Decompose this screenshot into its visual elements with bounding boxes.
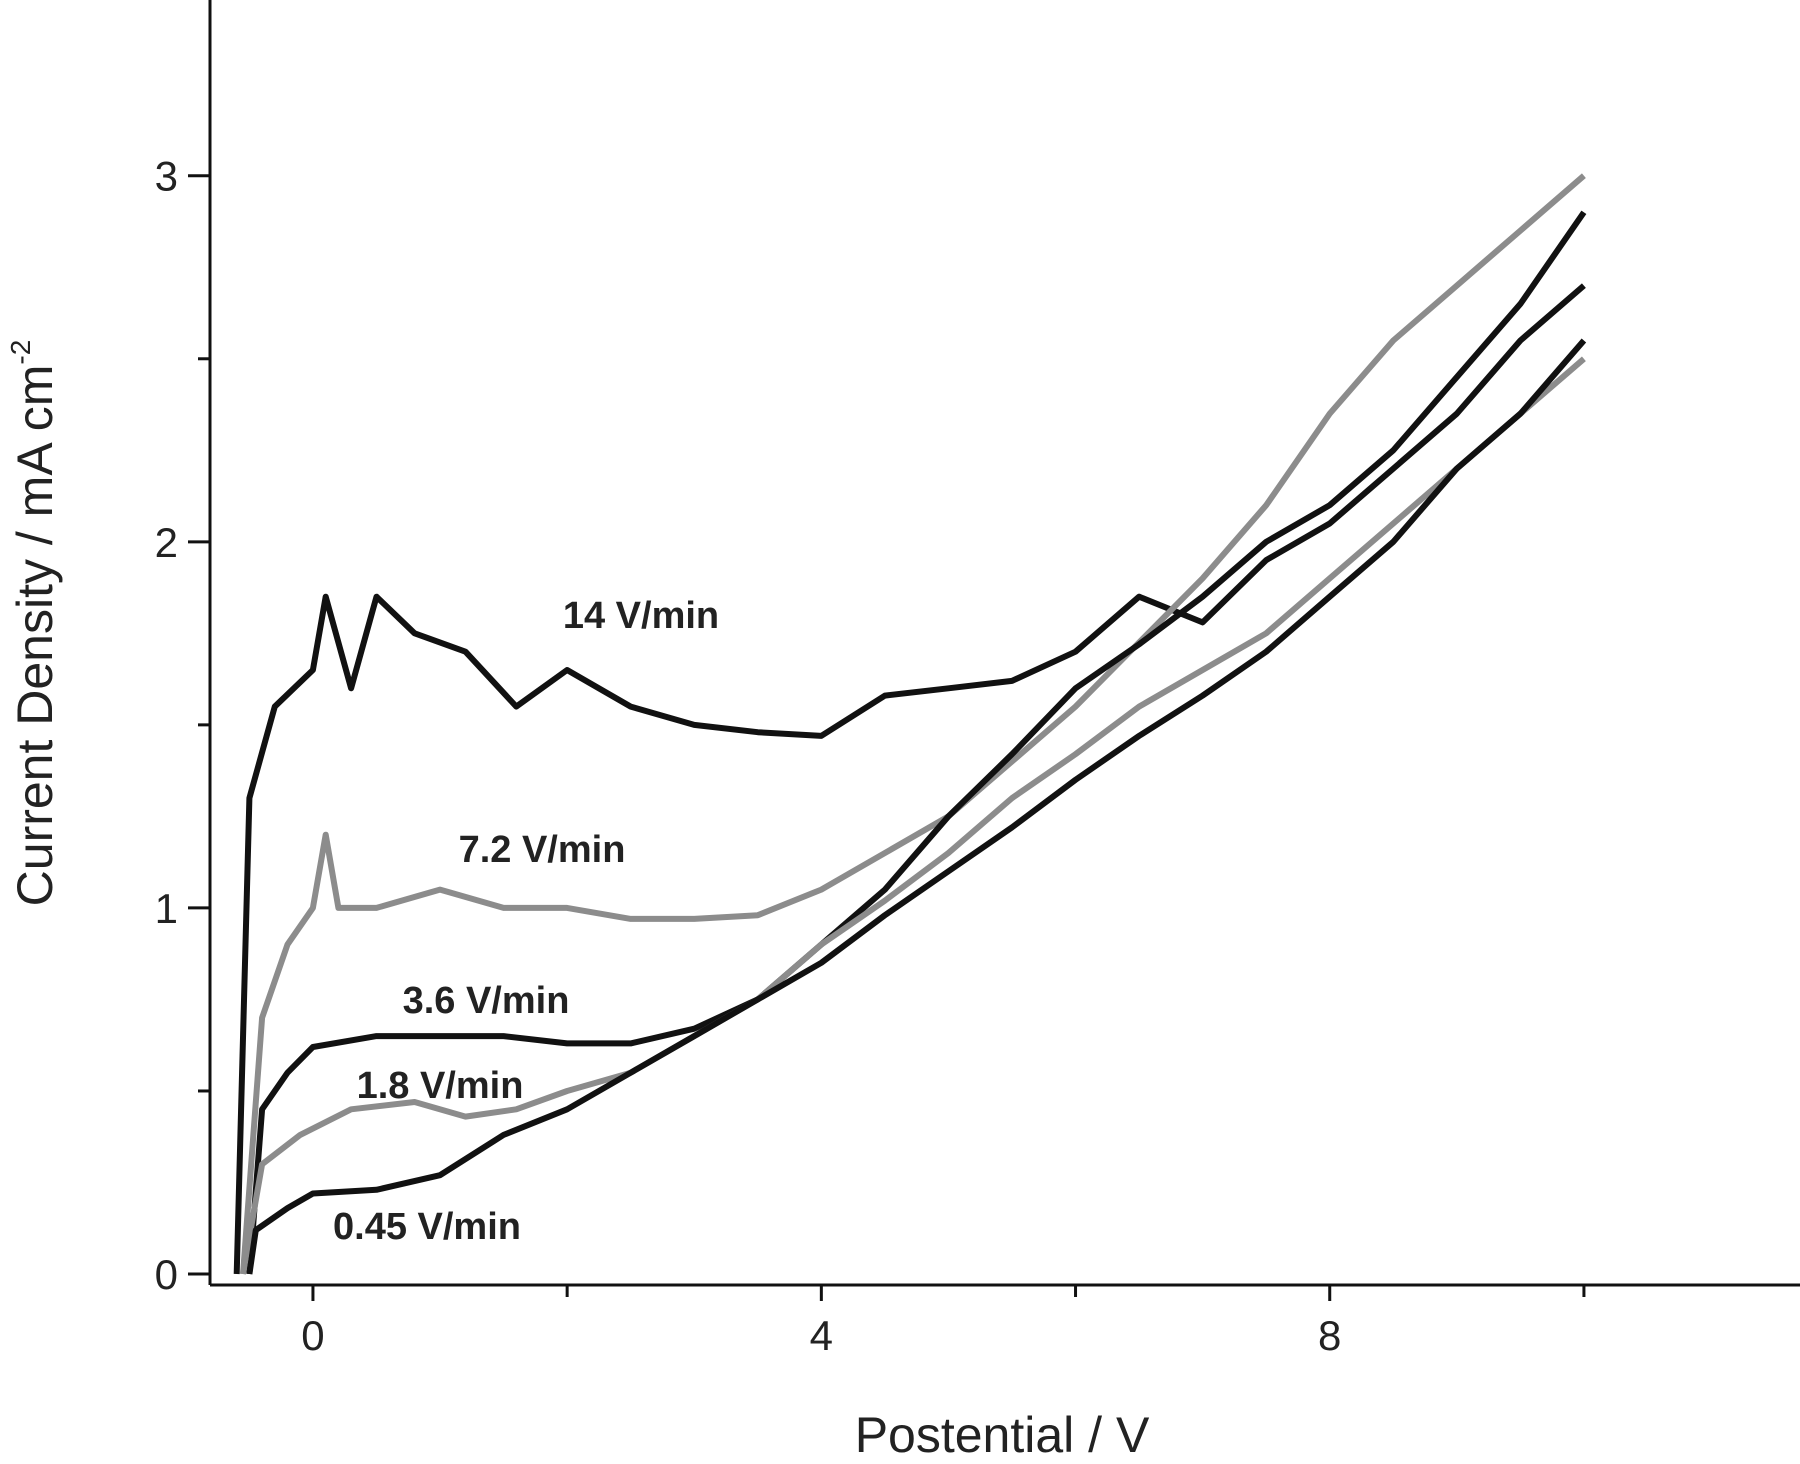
series-line <box>246 338 1587 1275</box>
y-axis-label-text: Current Density / mA cm <box>7 365 63 907</box>
series-label: 3.6 V/min <box>403 980 570 1022</box>
x-tick-label: 8 <box>1318 1312 1341 1359</box>
y-tick-label: 0 <box>155 1251 178 1298</box>
series-label: 7.2 V/min <box>459 829 626 871</box>
y-tick-label: 1 <box>155 885 178 932</box>
x-axis-label: Postential / V <box>855 1407 1150 1463</box>
series-label: 1.8 V/min <box>357 1065 524 1107</box>
series-label: 0.45 V/min <box>333 1206 521 1248</box>
series-line <box>240 356 1586 1275</box>
y-tick-label: 3 <box>155 153 178 200</box>
series-line <box>246 210 1587 1275</box>
x-tick-label: 4 <box>810 1312 833 1359</box>
series-line <box>233 283 1586 1275</box>
y-axis-label: Current Density / mA cm-2 <box>5 340 63 907</box>
series-line <box>240 173 1586 1275</box>
y-axis-label-superscript: -2 <box>5 340 36 365</box>
y-tick-label: 2 <box>155 519 178 566</box>
x-tick-label: 0 <box>301 1312 324 1359</box>
series-label: 14 V/min <box>563 595 719 637</box>
